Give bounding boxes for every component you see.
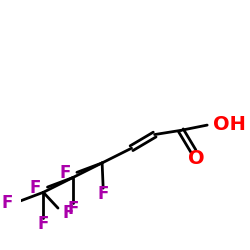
Text: O: O bbox=[188, 149, 205, 168]
Text: F: F bbox=[38, 215, 49, 233]
Text: F: F bbox=[59, 164, 70, 182]
Text: OH: OH bbox=[214, 114, 246, 134]
Text: F: F bbox=[62, 204, 74, 222]
Text: F: F bbox=[67, 200, 78, 218]
Text: F: F bbox=[98, 186, 109, 204]
Text: F: F bbox=[30, 179, 41, 197]
Text: F: F bbox=[2, 194, 13, 212]
